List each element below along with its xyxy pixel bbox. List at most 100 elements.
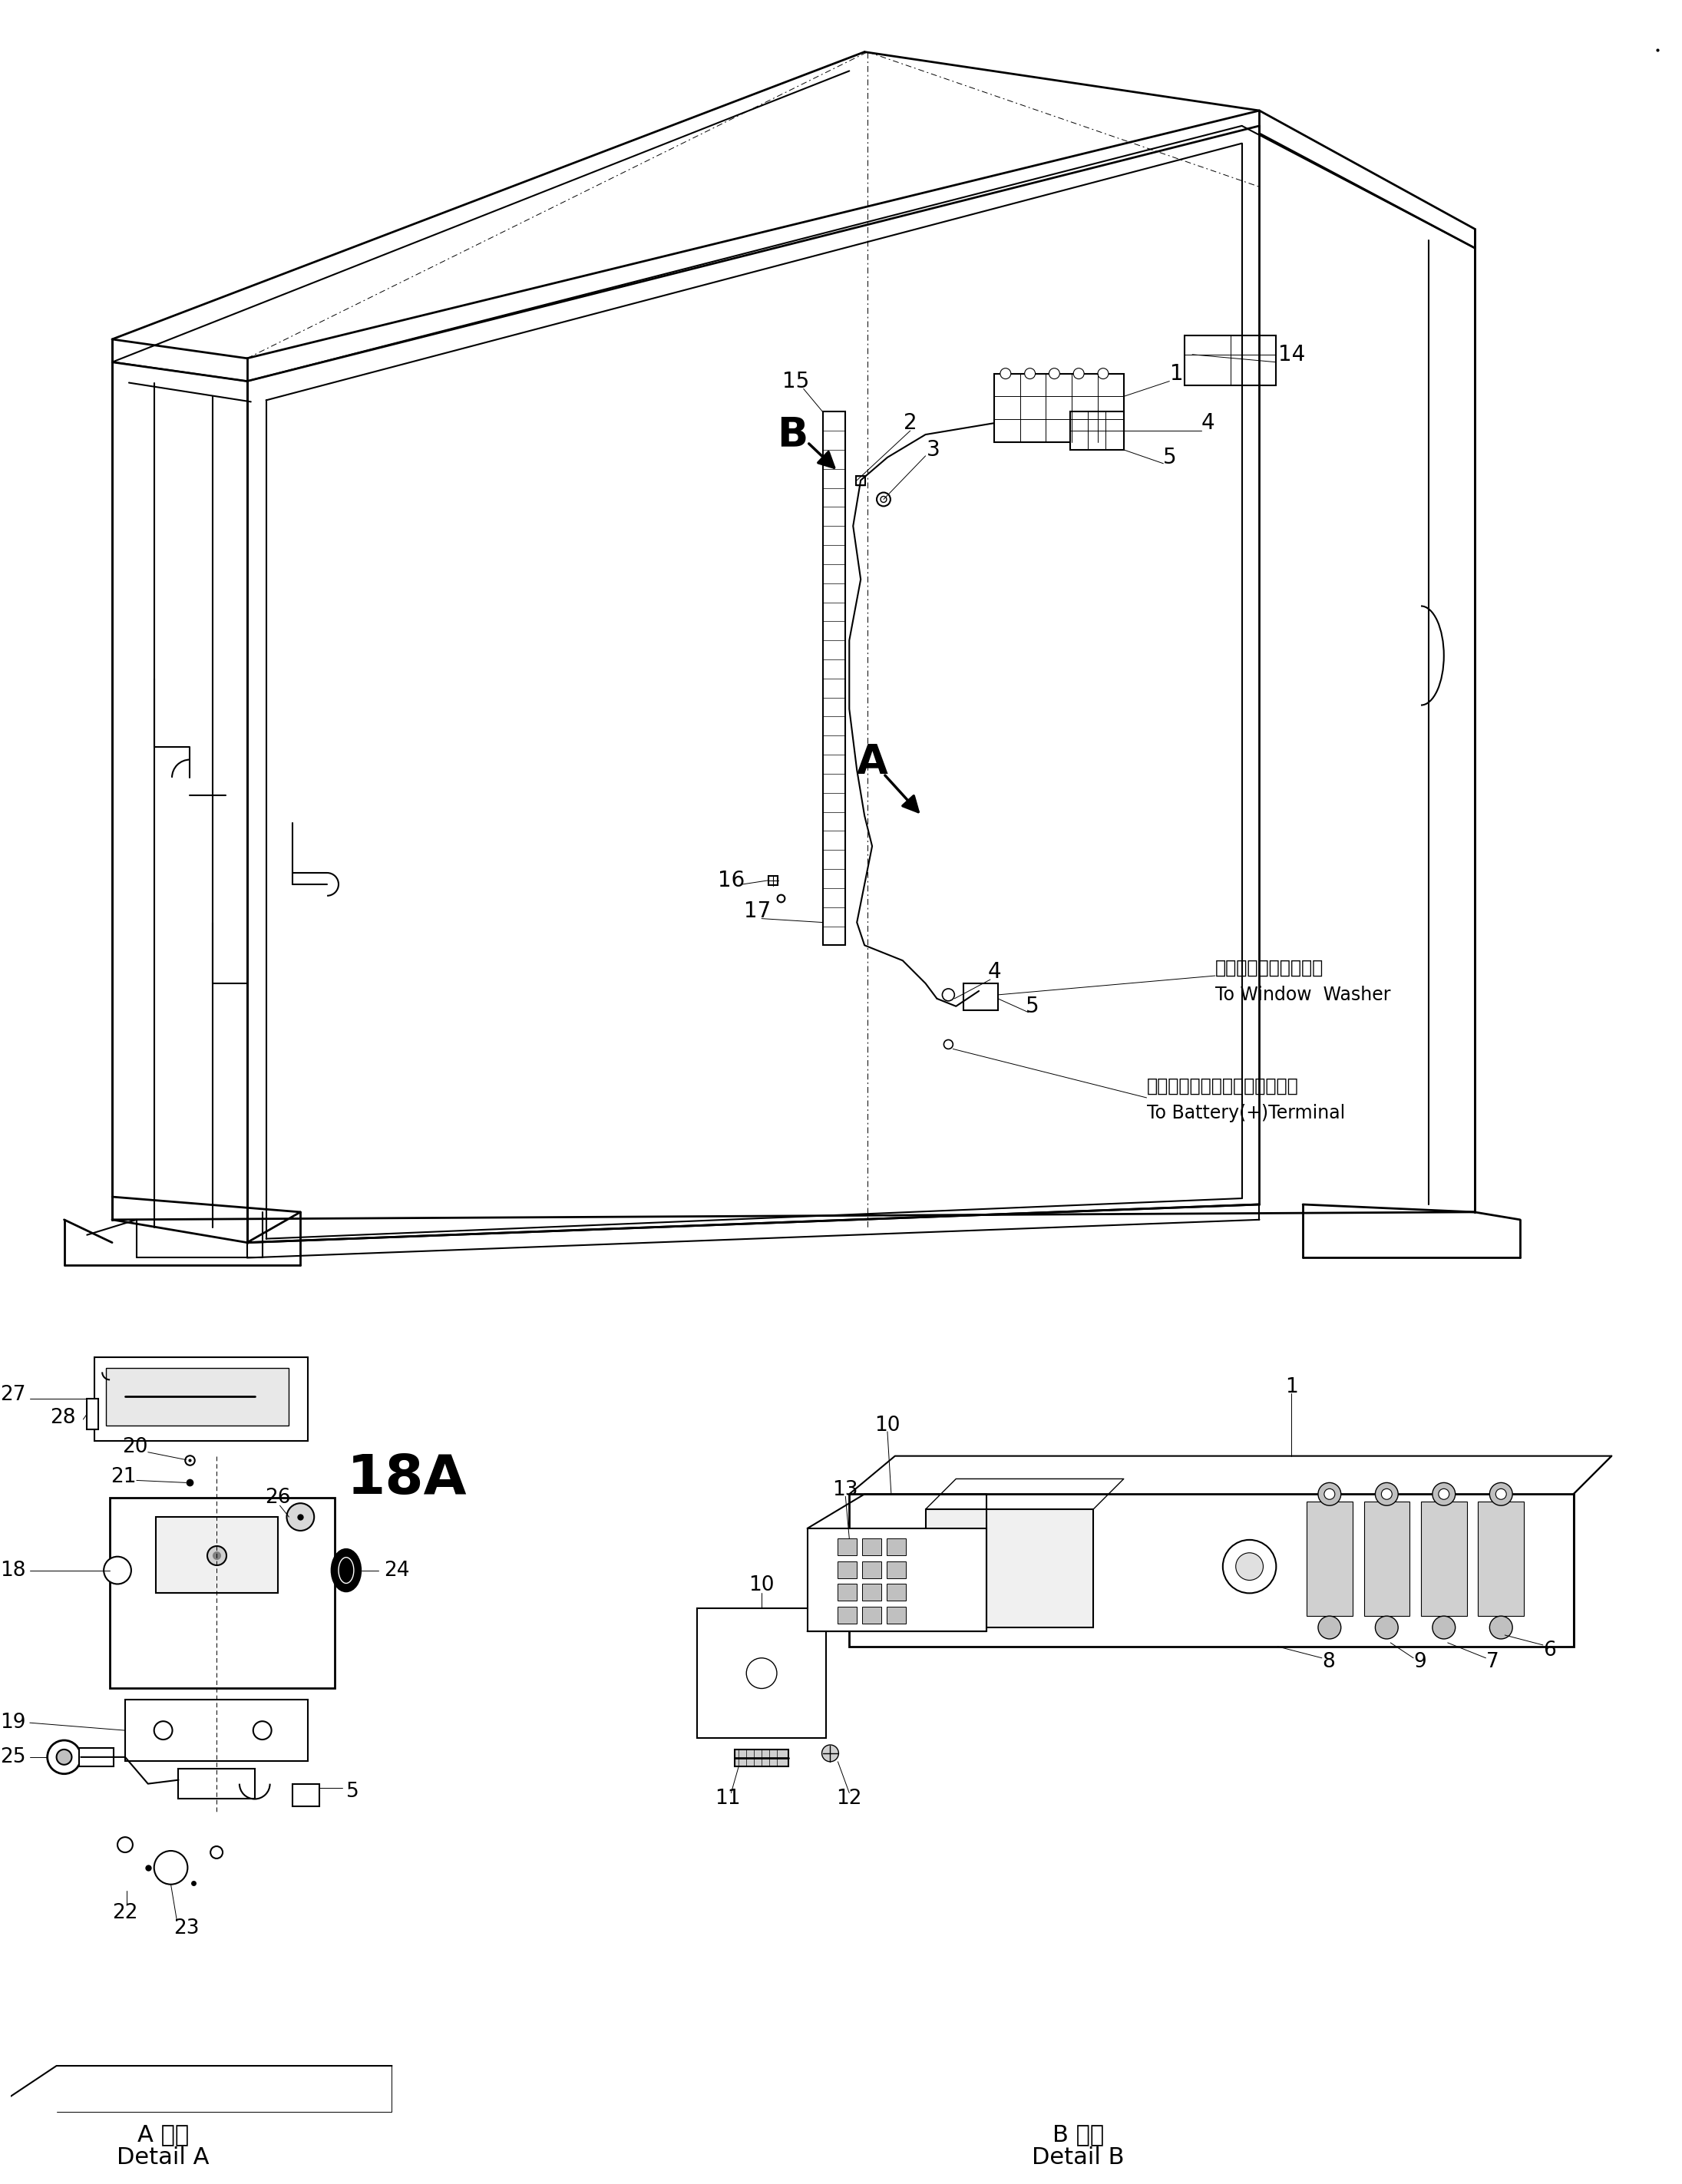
Text: 18A: 18A — [346, 1452, 468, 1505]
Text: 10: 10 — [875, 1415, 900, 1435]
Bar — [994, 373, 1124, 441]
Text: 26: 26 — [264, 1487, 291, 1507]
Circle shape — [1236, 1553, 1263, 1581]
Text: 4: 4 — [987, 961, 1001, 983]
Circle shape — [254, 1721, 271, 1738]
Circle shape — [1433, 1483, 1455, 1505]
Bar — [293, 1784, 320, 1806]
Circle shape — [944, 1040, 954, 1048]
Circle shape — [1433, 1616, 1455, 1638]
Text: 15: 15 — [782, 371, 809, 391]
Text: 23: 23 — [173, 1918, 198, 1939]
Circle shape — [286, 1503, 315, 1531]
Bar — [79, 1747, 114, 1767]
Text: バッテリー（＋）ターミナルへ: バッテリー（＋）ターミナルへ — [1147, 1077, 1299, 1096]
Text: Detail A: Detail A — [118, 2147, 210, 2169]
Bar — [94, 1356, 308, 1441]
Text: ウインドウォッシャへ: ウインドウォッシャへ — [1214, 959, 1324, 978]
Text: 18: 18 — [0, 1559, 25, 1581]
Circle shape — [1381, 1489, 1393, 1500]
Bar — [838, 1562, 856, 1579]
Circle shape — [1001, 369, 1011, 378]
Text: 6: 6 — [1542, 1640, 1556, 1660]
Ellipse shape — [338, 1557, 353, 1583]
Circle shape — [1050, 369, 1060, 378]
Text: 13: 13 — [833, 1481, 858, 1500]
Text: 10: 10 — [748, 1575, 774, 1597]
Text: 24: 24 — [383, 1559, 410, 1581]
Circle shape — [1495, 1489, 1507, 1500]
Text: 22: 22 — [113, 1904, 138, 1924]
Bar — [863, 1538, 881, 1555]
Bar — [838, 1607, 856, 1623]
Ellipse shape — [331, 1548, 360, 1592]
Text: A 詳細: A 詳細 — [138, 2123, 188, 2145]
Bar — [1070, 411, 1124, 450]
Text: 5: 5 — [1162, 448, 1176, 467]
Bar — [886, 1607, 905, 1623]
Circle shape — [118, 1837, 133, 1852]
Bar — [696, 1607, 826, 1738]
Circle shape — [155, 1721, 172, 1738]
Bar — [735, 1749, 789, 1767]
Bar — [886, 1562, 905, 1579]
Bar — [87, 1398, 99, 1428]
Circle shape — [1098, 369, 1108, 378]
Bar — [1421, 1503, 1467, 1616]
Text: 17: 17 — [743, 900, 772, 922]
Text: B 詳細: B 詳細 — [1053, 2123, 1103, 2145]
Bar — [849, 1494, 1573, 1647]
Circle shape — [881, 496, 886, 502]
Text: 21: 21 — [111, 1468, 136, 1487]
Bar — [1307, 1503, 1352, 1616]
Bar — [925, 1509, 1093, 1627]
Text: 9: 9 — [1413, 1651, 1426, 1671]
Bar — [838, 1538, 856, 1555]
Bar — [863, 1562, 881, 1579]
Text: 1: 1 — [1285, 1378, 1299, 1398]
Circle shape — [47, 1741, 81, 1773]
Bar — [109, 1498, 335, 1688]
Text: 2: 2 — [903, 413, 917, 435]
Bar — [178, 1769, 254, 1800]
Text: 1: 1 — [1171, 363, 1184, 384]
Bar — [1364, 1503, 1410, 1616]
Text: 25: 25 — [0, 1747, 25, 1767]
Bar — [807, 1529, 986, 1631]
Circle shape — [57, 1749, 72, 1765]
Circle shape — [155, 1850, 188, 1885]
Circle shape — [1324, 1489, 1336, 1500]
Text: 5: 5 — [346, 1782, 358, 1802]
Circle shape — [104, 1557, 131, 1583]
Text: 16: 16 — [718, 869, 745, 891]
Bar — [838, 1583, 856, 1601]
Circle shape — [1490, 1616, 1512, 1638]
Text: Detail B: Detail B — [1031, 2147, 1124, 2169]
Text: 14: 14 — [1278, 343, 1305, 365]
Circle shape — [1024, 369, 1036, 378]
Bar — [156, 1518, 278, 1592]
Text: 8: 8 — [1322, 1651, 1336, 1671]
Bar — [1184, 336, 1277, 384]
Text: 3: 3 — [927, 439, 940, 461]
Text: 20: 20 — [123, 1437, 148, 1457]
Text: B: B — [777, 415, 807, 454]
Circle shape — [1438, 1489, 1450, 1500]
Circle shape — [876, 491, 890, 507]
Text: To Window  Washer: To Window Washer — [1214, 985, 1391, 1005]
Text: A: A — [856, 743, 888, 782]
Circle shape — [1223, 1540, 1277, 1592]
Circle shape — [1490, 1483, 1512, 1505]
Text: 7: 7 — [1485, 1651, 1499, 1671]
Bar — [822, 411, 846, 946]
Text: 19: 19 — [0, 1712, 25, 1732]
Circle shape — [1319, 1483, 1341, 1505]
Bar — [886, 1538, 905, 1555]
Text: 12: 12 — [836, 1789, 863, 1808]
Bar — [106, 1369, 289, 1426]
Circle shape — [210, 1845, 222, 1859]
Bar — [886, 1583, 905, 1601]
Text: 5: 5 — [1026, 996, 1039, 1018]
Circle shape — [942, 989, 954, 1000]
Circle shape — [1073, 369, 1085, 378]
